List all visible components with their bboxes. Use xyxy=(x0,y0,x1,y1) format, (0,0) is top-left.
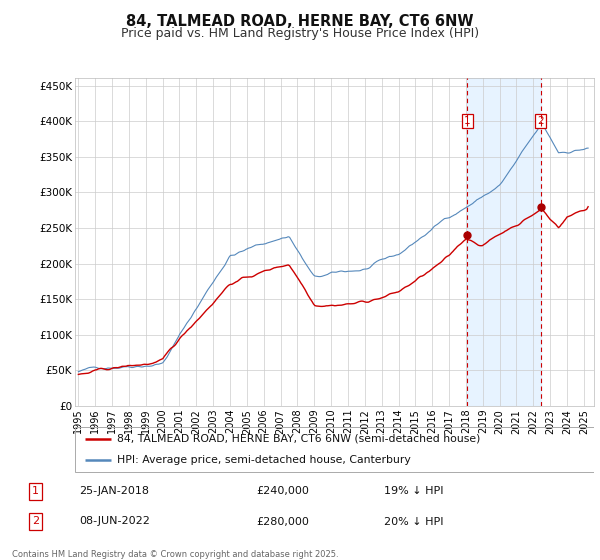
Text: 19% ↓ HPI: 19% ↓ HPI xyxy=(385,487,444,496)
Text: 20% ↓ HPI: 20% ↓ HPI xyxy=(385,516,444,526)
Text: 84, TALMEAD ROAD, HERNE BAY, CT6 6NW: 84, TALMEAD ROAD, HERNE BAY, CT6 6NW xyxy=(126,14,474,29)
Text: 1: 1 xyxy=(32,487,39,496)
Text: HPI: Average price, semi-detached house, Canterbury: HPI: Average price, semi-detached house,… xyxy=(116,455,410,465)
Text: 25-JAN-2018: 25-JAN-2018 xyxy=(79,487,149,496)
Text: Contains HM Land Registry data © Crown copyright and database right 2025.
This d: Contains HM Land Registry data © Crown c… xyxy=(12,550,338,560)
Text: 1: 1 xyxy=(464,116,470,126)
Text: £240,000: £240,000 xyxy=(256,487,310,496)
Text: 2: 2 xyxy=(538,116,544,126)
Text: 08-JUN-2022: 08-JUN-2022 xyxy=(79,516,150,526)
Text: 84, TALMEAD ROAD, HERNE BAY, CT6 6NW (semi-detached house): 84, TALMEAD ROAD, HERNE BAY, CT6 6NW (se… xyxy=(116,434,480,444)
Text: Price paid vs. HM Land Registry's House Price Index (HPI): Price paid vs. HM Land Registry's House … xyxy=(121,27,479,40)
Text: 2: 2 xyxy=(32,516,39,526)
Text: £280,000: £280,000 xyxy=(256,516,310,526)
Bar xyxy=(467,78,541,406)
